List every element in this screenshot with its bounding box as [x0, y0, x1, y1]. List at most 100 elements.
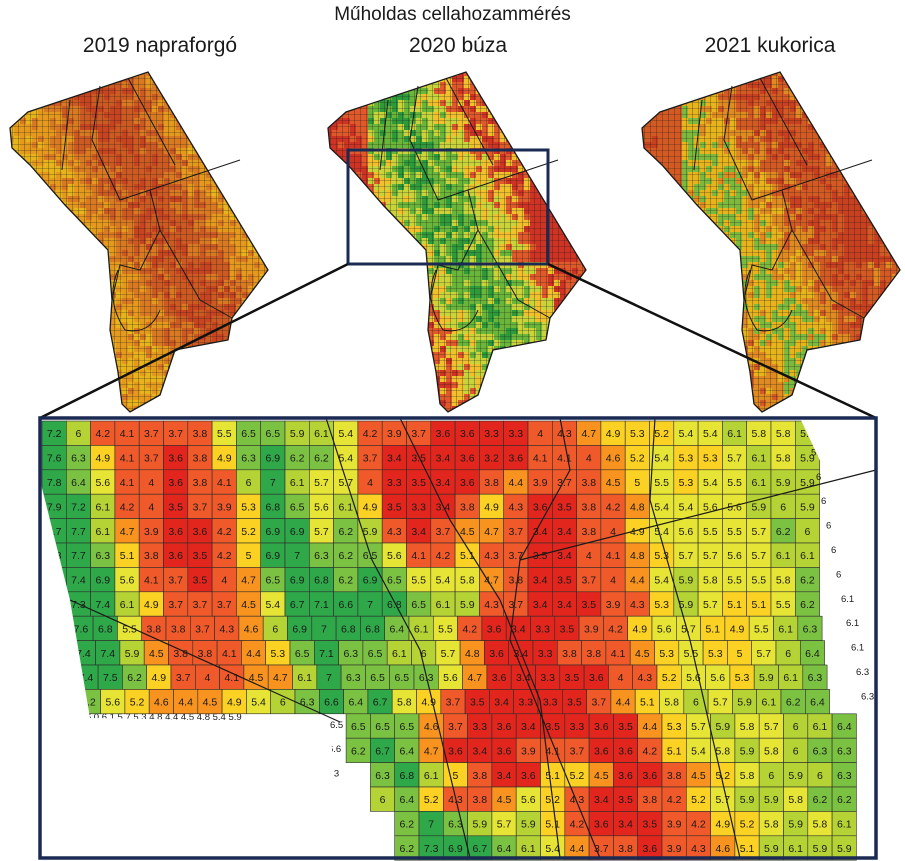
- yield-cell-label: 7.6: [74, 623, 89, 635]
- yield-cell: [236, 445, 261, 471]
- yield-cell-label: 3.8: [618, 843, 633, 855]
- yield-cell-label: 3.4: [533, 526, 548, 538]
- yield-cell-label: 5.9: [740, 745, 755, 757]
- yield-cell: [187, 518, 213, 544]
- yield-cell-label: 3.9: [217, 501, 232, 513]
- yield-cell: [148, 689, 174, 715]
- yield-cell-label: 5.2: [424, 794, 439, 806]
- yield-cell-label: 6.5: [370, 672, 385, 684]
- yield-cell: [406, 542, 432, 568]
- yield-cell-label: 3.5: [193, 550, 208, 562]
- yield-cell: [138, 420, 164, 446]
- yield-cell-label: 7.1: [314, 599, 329, 611]
- yield-cell-label: 5.8: [813, 819, 828, 831]
- yield-cell-label: 3.6: [492, 672, 507, 684]
- yield-cell: [370, 762, 395, 788]
- yield-cell-label: 4.5: [594, 770, 609, 782]
- yield-cell: [576, 445, 602, 471]
- yield-cell: [697, 469, 723, 495]
- yield-cell-label: 4.7: [581, 428, 596, 440]
- yield-cell-label: 6.2: [338, 550, 353, 562]
- yield-cell: [746, 420, 772, 446]
- yield-cell: [41, 445, 67, 471]
- yield-cell-label: 3.9: [584, 623, 599, 635]
- edge-label-right: 6.1: [846, 618, 859, 629]
- yield-cell-label: 3.8: [509, 575, 524, 587]
- yield-cell: [333, 420, 359, 446]
- yield-cell: [318, 689, 344, 715]
- yield-cell: [284, 445, 310, 471]
- yield-cell-label: 3.8: [472, 770, 487, 782]
- edge-label-left: 6.5: [330, 720, 343, 731]
- yield-cell-label: 3.9: [667, 819, 682, 831]
- yield-cell: [308, 420, 334, 446]
- yield-cell-label: 3.5: [533, 550, 548, 562]
- yield-cell: [236, 518, 261, 544]
- yield-cell: [260, 469, 286, 495]
- yield-cell: [406, 518, 432, 544]
- yield-cell: [479, 591, 504, 617]
- yield-cell-label: 6.1: [837, 819, 852, 831]
- yield-cell: [270, 689, 296, 715]
- edge-label-right: 6: [826, 521, 831, 532]
- yield-cell: [187, 567, 213, 593]
- yield-cell: [365, 664, 390, 690]
- yield-cell-label: 3.5: [557, 575, 572, 587]
- edge-label-right: 6: [816, 472, 821, 483]
- yield-cell-label: 3.8: [193, 428, 208, 440]
- yield-cell-label: 6.9: [290, 575, 305, 587]
- yield-cell-label: 3.2: [484, 453, 499, 465]
- yield-cell-label: 3.5: [545, 721, 560, 733]
- yield-cell-label: 4.2: [363, 428, 378, 440]
- yield-cell-label: 5.4: [654, 501, 669, 513]
- map-title-2021: 2021 kukorica: [704, 34, 836, 57]
- yield-cell: [343, 689, 369, 715]
- yield-cell: [794, 493, 820, 519]
- yield-cell: [556, 640, 582, 666]
- yield-cell-label: 5.4: [251, 697, 266, 709]
- yield-cell-label: 5.6: [387, 550, 402, 562]
- yield-cell: [260, 542, 286, 568]
- yield-cell-label: 5.7: [691, 721, 706, 733]
- yield-cell-label: 6: [793, 721, 799, 733]
- yield-cell-label: 5.8: [752, 428, 767, 440]
- yield-cell: [292, 664, 318, 690]
- yield-cell-label: 3.6: [509, 453, 524, 465]
- yield-cell: [418, 811, 444, 837]
- edge-label-right: 6.3: [856, 667, 869, 678]
- yield-cell-label: 6.5: [266, 575, 281, 587]
- yield-cell-label: 3.6: [618, 745, 633, 757]
- yield-cell-label: 7.7: [71, 550, 86, 562]
- yield-cell-label: 4: [221, 575, 227, 587]
- yield-cell-label: 6: [421, 648, 427, 660]
- yield-cell: [661, 835, 687, 861]
- yield-cell-label: 5.1: [545, 819, 560, 831]
- yield-cell-label: 7: [270, 477, 276, 489]
- yield-cell-label: 5.6: [710, 672, 725, 684]
- yield-cell-label: 3.8: [581, 477, 596, 489]
- yield-cell: [262, 615, 288, 641]
- yield-cell-label: 6: [246, 477, 252, 489]
- yield-cell-label: 4: [367, 477, 373, 489]
- yield-cell-label: 5.8: [776, 575, 791, 587]
- yield-cell-label: 3.6: [487, 623, 502, 635]
- yield-cell-label: 4.5: [203, 697, 218, 709]
- yield-cell-label: 3.4: [494, 697, 509, 709]
- yield-cell: [722, 518, 748, 544]
- yield-cell-label: 5.9: [800, 453, 815, 465]
- yield-cell-label: 4: [610, 575, 616, 587]
- yield-cell-label: 4.2: [217, 550, 232, 562]
- yield-cell-label: 3.8: [581, 501, 596, 513]
- yield-cell-label: 3.6: [168, 453, 183, 465]
- yield-cell: [600, 542, 626, 568]
- yield-cell: [697, 518, 723, 544]
- yield-cell-label: 5.1: [667, 745, 682, 757]
- yield-cell-label: 4.3: [557, 428, 572, 440]
- yield-cell-label: 3.6: [460, 453, 475, 465]
- yield-cell-label: 3.3: [538, 648, 553, 660]
- yield-cell-label: 5.9: [788, 819, 803, 831]
- yield-cell-label: 5.2: [241, 526, 256, 538]
- yield-cell-label: 3.5: [411, 453, 426, 465]
- yield-cell-label: 5.4: [545, 843, 560, 855]
